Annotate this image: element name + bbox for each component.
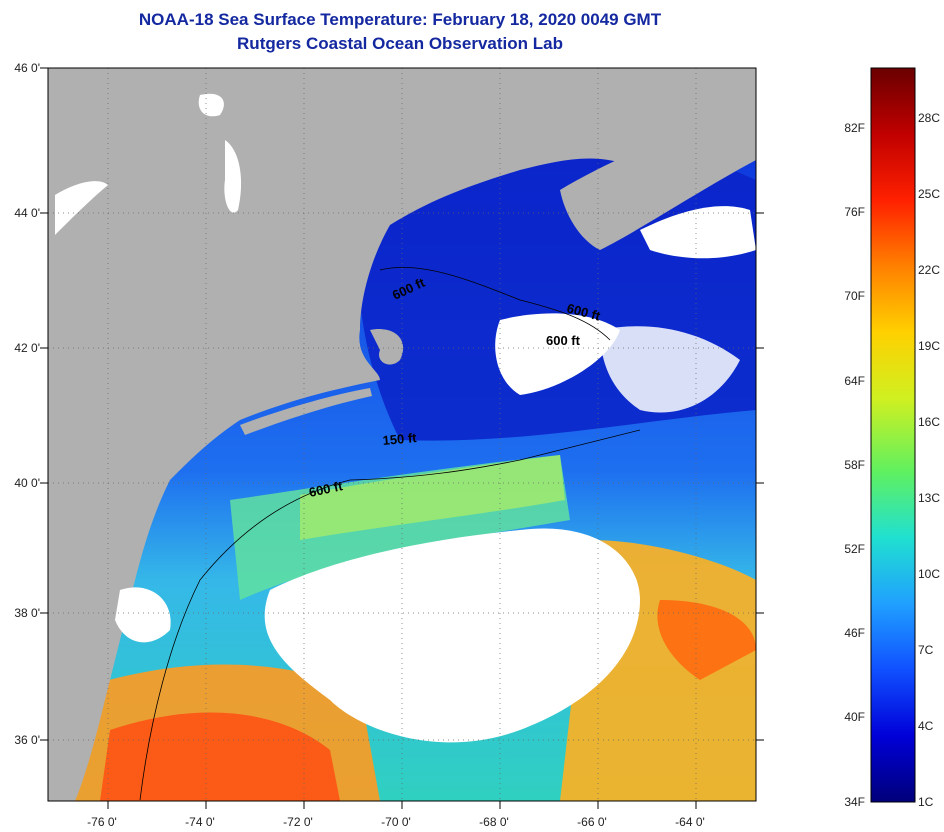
- tick-marks: [40, 67, 764, 809]
- slope-water: [300, 455, 565, 540]
- colorbar-c-labels: 28C 25C 22C 19C 16C 13C 10C 7C 4C 1C: [918, 111, 940, 809]
- colorbar-f-labels: 82F 76F 70F 64F 58F 52F 46F 40F 34F: [844, 121, 865, 809]
- cb-f-label: 70F: [844, 289, 865, 303]
- lon-label: -74 0': [185, 815, 215, 829]
- cb-c-label: 16C: [918, 415, 940, 429]
- land-mass: [48, 68, 756, 801]
- lat-label: 36 0': [14, 733, 40, 747]
- long-island: [240, 388, 372, 435]
- lat-label: 44 0': [14, 206, 40, 220]
- map-area: [48, 68, 756, 801]
- lon-label: -64 0': [675, 815, 705, 829]
- cloud-northeast: [640, 206, 756, 259]
- lat-axis: 46 0' 44 0' 42 0' 40 0' 38 0' 36 0': [14, 61, 40, 747]
- cloud-georges-bank: [495, 313, 620, 395]
- cb-c-label: 4C: [918, 719, 934, 733]
- lake-3: [55, 181, 108, 235]
- cloud-large: [264, 528, 640, 743]
- lat-lon-grid: [48, 68, 756, 801]
- nova-scotia: [560, 110, 756, 250]
- cb-f-label: 46F: [844, 626, 865, 640]
- cb-c-label: 13C: [918, 491, 940, 505]
- lat-label: 40 0': [14, 476, 40, 490]
- cb-c-label: 10C: [918, 567, 940, 581]
- gulf-stream-core: [100, 712, 340, 801]
- colorbar: [870, 67, 916, 803]
- warm-eddy: [657, 600, 756, 680]
- cb-f-label: 58F: [844, 458, 865, 472]
- cb-f-label: 82F: [844, 121, 865, 135]
- lon-label: -66 0': [577, 815, 607, 829]
- lon-label: -76 0': [87, 815, 117, 829]
- lon-axis: -76 0' -74 0' -72 0' -70 0' -68 0' -66 0…: [87, 815, 705, 829]
- lat-label: 38 0': [14, 606, 40, 620]
- contour-label-5: 600 ft: [308, 478, 345, 500]
- title-line-2: Rutgers Coastal Ocean Observation Lab: [237, 34, 563, 53]
- cb-c-label: 7C: [918, 643, 934, 657]
- lon-label: -72 0': [283, 815, 313, 829]
- contour-line-shelf: [139, 429, 641, 801]
- cloud-coastal: [115, 587, 171, 643]
- contour-label-3: 600 ft: [546, 333, 581, 348]
- cloud-scotian-shelf: [600, 326, 740, 413]
- cb-f-label: 52F: [844, 542, 865, 556]
- cb-f-label: 40F: [844, 710, 865, 724]
- lat-label: 46 0': [14, 61, 40, 75]
- cape-cod: [370, 329, 404, 365]
- cb-c-label: 28C: [918, 111, 940, 125]
- lat-label: 42 0': [14, 341, 40, 355]
- lon-label: -68 0': [479, 815, 509, 829]
- cb-c-label: 19C: [918, 339, 940, 353]
- lake-2: [224, 140, 242, 213]
- cb-f-label: 34F: [844, 795, 865, 809]
- cb-c-label: 25C: [918, 187, 940, 201]
- contour-label-4: 150 ft: [382, 430, 418, 448]
- lon-label: -70 0': [381, 815, 411, 829]
- cb-c-label: 22C: [918, 263, 940, 277]
- title-line-1: NOAA-18 Sea Surface Temperature: Februar…: [138, 10, 662, 29]
- cb-f-label: 76F: [844, 205, 865, 219]
- lake-1: [198, 93, 224, 117]
- contour-line-gulf: [379, 267, 611, 341]
- cb-f-label: 64F: [844, 374, 865, 388]
- cb-c-label: 1C: [918, 795, 934, 809]
